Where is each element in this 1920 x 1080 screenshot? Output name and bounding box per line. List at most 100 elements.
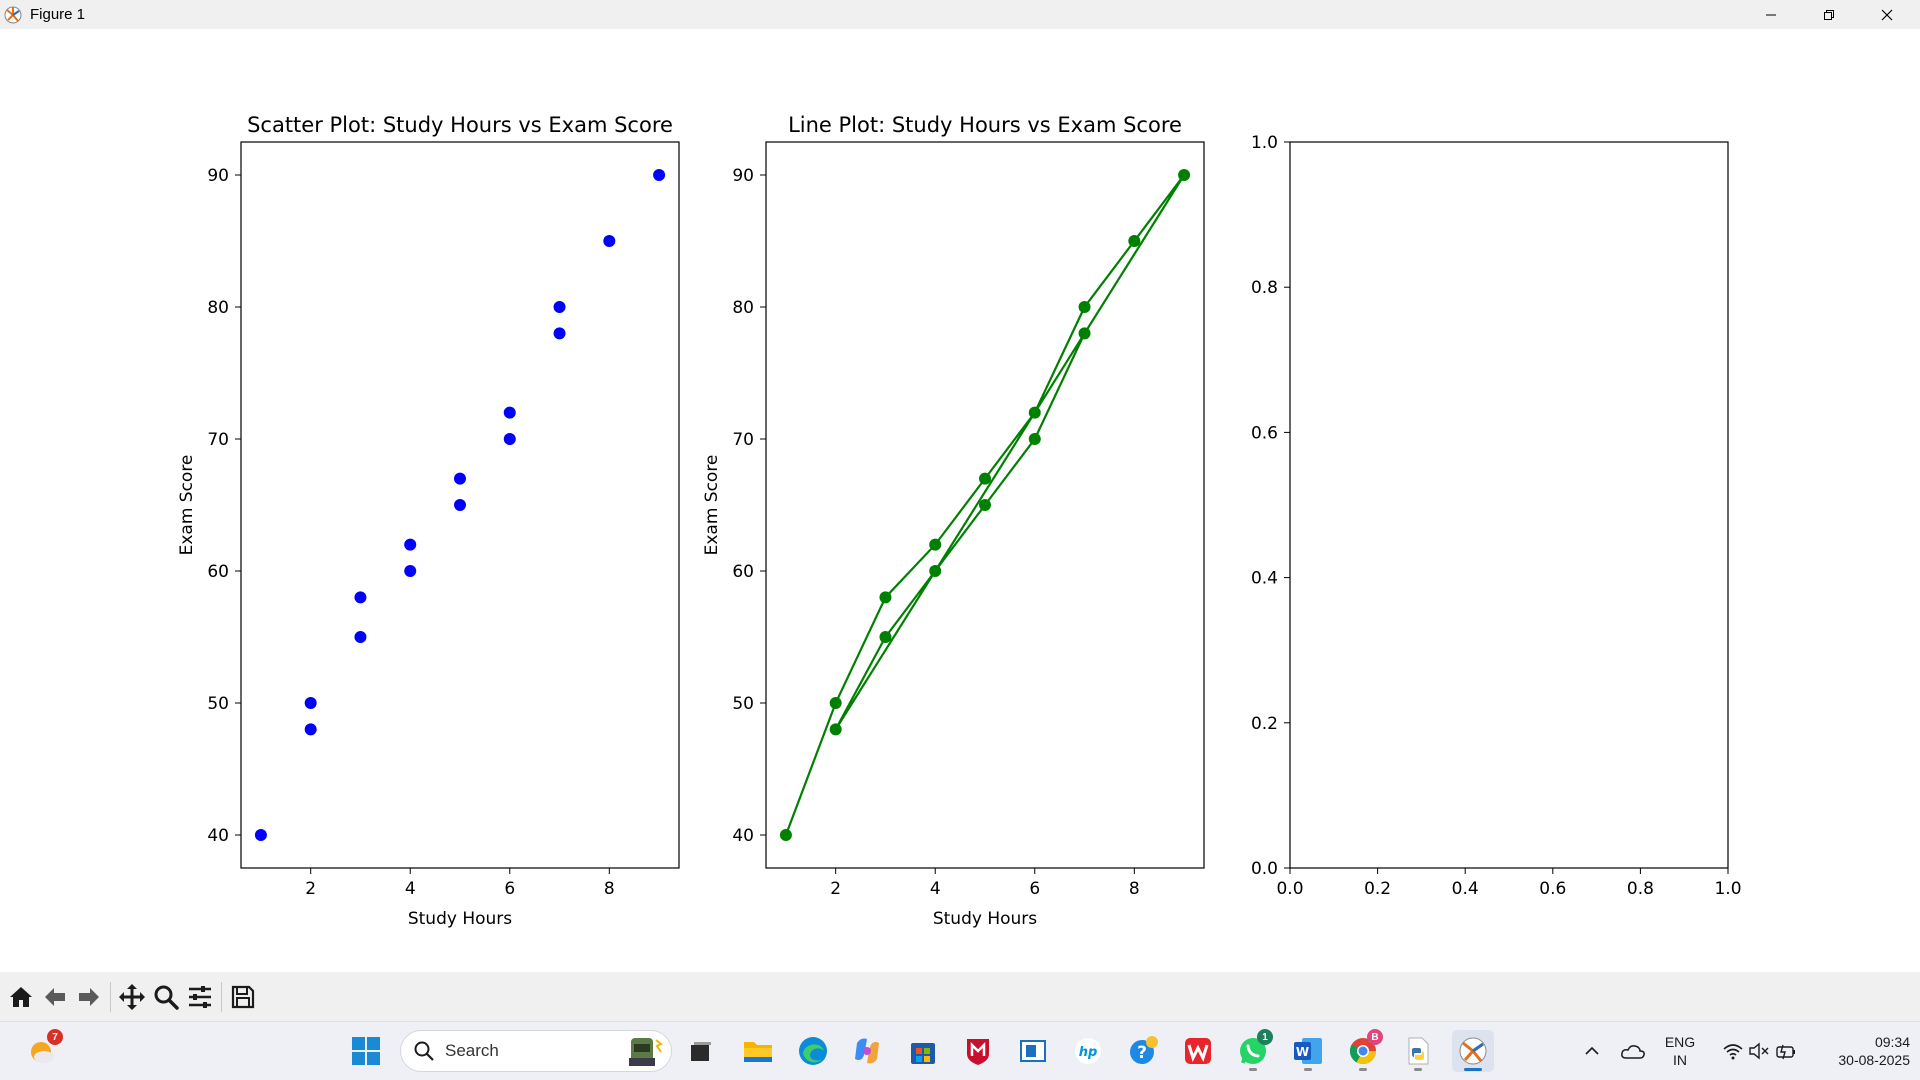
whatsapp-badge: 1	[1257, 1029, 1273, 1045]
taskbar-store[interactable]	[902, 1030, 944, 1072]
subplot-2-y-tick-label: 60	[732, 562, 754, 582]
subplot-2-y-tick-label: 90	[732, 166, 754, 186]
taskbar-help[interactable]: ?	[1122, 1030, 1164, 1072]
subplot-2-y-tick-label: 40	[732, 826, 754, 846]
subplot-1-data-point	[404, 538, 417, 551]
taskbar-edge[interactable]	[792, 1030, 834, 1072]
subplot-1-data-point	[653, 169, 666, 181]
subplot-2-data-point	[1128, 235, 1141, 247]
subplot-2-y-tick-label: 70	[732, 430, 754, 450]
taskbar-search[interactable]: Search	[400, 1030, 672, 1072]
clock[interactable]: 09:34 30-08-2025	[1810, 1033, 1910, 1069]
task-view-icon	[691, 1042, 711, 1061]
language-label: ENG	[1664, 1034, 1696, 1050]
subplot-2-data-point	[1178, 169, 1191, 181]
subplot-3-axes-frame	[1289, 141, 1729, 869]
wifi-icon	[1723, 1044, 1743, 1060]
configure-subplots-icon[interactable]	[183, 979, 217, 1015]
speaker-muted-icon	[1749, 1042, 1769, 1060]
chrome-icon	[1349, 1038, 1377, 1065]
window-titlebar: Figure 1	[0, 0, 1920, 29]
subplot-2-x-tick-label: 2	[830, 879, 841, 899]
subplot-1-data-point	[503, 433, 516, 445]
subplot-1-x-axis-label: Study Hours	[408, 909, 512, 929]
subplot-2-data-point	[879, 631, 892, 643]
subplot-3-y-tick-label: 0.6	[1251, 423, 1278, 443]
subplot-1-title: Scatter Plot: Study Hours vs Exam Score	[247, 113, 673, 137]
subplot-2-data-point	[829, 697, 842, 709]
subplot-1-data-point	[304, 697, 317, 709]
subplot-1-y-tick-label: 80	[207, 298, 229, 318]
subplot-1-y-tick-label: 40	[207, 826, 229, 846]
close-button[interactable]	[1858, 0, 1916, 29]
subplot-3-y-tick-label: 0.2	[1251, 714, 1278, 734]
zoom-icon[interactable]	[149, 979, 183, 1015]
figure-canvas[interactable]: 2 4 6 8 40 50 60 70 80 90 Scatter Plot: Study Hour…	[0, 29, 1920, 972]
clock-time: 09:34	[1874, 1034, 1910, 1050]
weather-icon	[31, 1042, 54, 1063]
subplot-2-x-tick-label: 8	[1129, 879, 1140, 899]
search-placeholder: Search	[445, 1041, 499, 1060]
taskbar-wps[interactable]	[1177, 1030, 1219, 1072]
taskbar-file-explorer[interactable]	[737, 1030, 779, 1072]
mcafee-icon	[967, 1039, 989, 1065]
subplot-2-data-point	[929, 565, 942, 577]
subplot-3-x-tick-label: 0.8	[1627, 879, 1654, 899]
window-title: Figure 1	[30, 6, 86, 23]
subplot-3-y-tick-label: 1.0	[1251, 133, 1278, 153]
quick-settings-button[interactable]	[1715, 1030, 1805, 1072]
taskbar-python[interactable]	[1397, 1030, 1439, 1072]
forward-icon[interactable]	[72, 979, 106, 1015]
taskbar-mcafee[interactable]	[957, 1030, 999, 1072]
weather-widget[interactable]: 7	[22, 1029, 64, 1072]
subplot-1-data-point	[454, 499, 466, 511]
subplot-3-x-tick-label: 0.4	[1452, 879, 1479, 899]
search-highlight-icon	[629, 1038, 663, 1066]
taskbar-copilot[interactable]	[846, 1030, 888, 1072]
subplot-2-data-point	[879, 591, 892, 604]
subplot-1-y-tick-label: 60	[207, 562, 229, 582]
taskbar-app-window[interactable]	[1012, 1030, 1054, 1072]
subplot-2-y-tick-label: 50	[732, 694, 754, 714]
toolbar-separator	[110, 981, 111, 1012]
back-icon[interactable]	[38, 979, 72, 1015]
subplot-2-x-axis-label: Study Hours	[933, 909, 1037, 929]
subplot-2-data-point	[1028, 433, 1041, 445]
subplot-1-data-point	[603, 235, 616, 247]
subplot-3-y-tick-label: 0.0	[1251, 859, 1278, 879]
taskbar-whatsapp[interactable]: 1	[1232, 1029, 1274, 1072]
subplot-3-x-tick-label: 0.2	[1364, 879, 1391, 899]
python-file-icon	[1408, 1037, 1429, 1065]
subplot-1-y-tick-label: 70	[207, 430, 229, 450]
edge-icon	[799, 1037, 827, 1065]
subplot-1-x-tick-label: 4	[405, 879, 416, 899]
save-icon[interactable]	[226, 979, 260, 1015]
pan-icon[interactable]	[115, 979, 149, 1015]
taskbar-matplotlib-figure[interactable]	[1452, 1030, 1494, 1072]
subplot-1-x-tick-label: 2	[305, 879, 316, 899]
minimize-button[interactable]	[1742, 0, 1800, 29]
cloud-icon	[1621, 1045, 1645, 1059]
search-icon	[414, 1041, 434, 1061]
subplot-1-y-tick-label: 90	[207, 166, 229, 186]
clock-date: 30-08-2025	[1838, 1052, 1910, 1068]
home-icon[interactable]	[4, 979, 38, 1015]
taskbar-hp[interactable]: hp	[1067, 1030, 1109, 1072]
start-button[interactable]	[345, 1030, 387, 1072]
app-window-icon	[1020, 1040, 1046, 1062]
subplot-1-data-point	[304, 723, 317, 736]
subplot-2-data-point	[979, 472, 991, 485]
subplot-2-data-point	[1078, 301, 1091, 313]
show-hidden-icons-button[interactable]	[1571, 1030, 1613, 1072]
onedrive-button[interactable]	[1612, 1030, 1654, 1072]
subplot-2-data-point	[979, 499, 991, 511]
language-indicator[interactable]: ENG IN	[1655, 1033, 1705, 1069]
restore-button[interactable]	[1800, 0, 1858, 29]
taskbar-chrome[interactable]: B	[1342, 1029, 1384, 1072]
subplot-2-x-tick-label: 6	[1029, 879, 1040, 899]
subplot-2-title: Line Plot: Study Hours vs Exam Score	[788, 113, 1182, 137]
matplotlib-app-icon	[2, 4, 24, 26]
taskbar-word[interactable]: W	[1287, 1030, 1329, 1072]
subplot-1-data-point	[553, 327, 566, 340]
taskbar-task-view[interactable]	[679, 1030, 721, 1072]
